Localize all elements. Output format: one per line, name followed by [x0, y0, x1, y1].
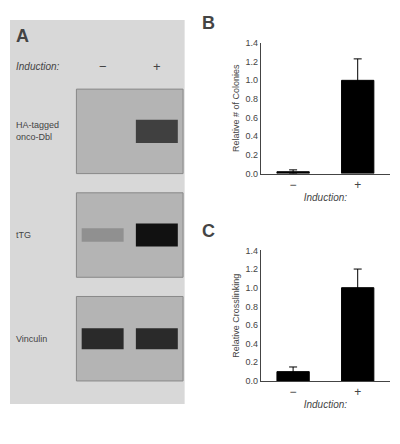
svg-text:0.0: 0.0	[245, 169, 258, 179]
svg-text:0.8: 0.8	[245, 94, 258, 104]
svg-text:Relative Crosslinking: Relative Crosslinking	[231, 274, 241, 358]
svg-text:B: B	[202, 13, 215, 33]
svg-text:Induction:: Induction:	[16, 61, 60, 72]
svg-text:0.4: 0.4	[245, 339, 258, 349]
svg-text:1.0: 1.0	[245, 75, 258, 85]
svg-text:1.0: 1.0	[245, 283, 258, 293]
svg-text:0.0: 0.0	[245, 376, 258, 386]
svg-text:1.4: 1.4	[245, 246, 258, 256]
svg-text:Vinculin: Vinculin	[16, 334, 47, 344]
svg-text:1.4: 1.4	[245, 38, 258, 48]
svg-text:1.2: 1.2	[245, 57, 258, 67]
svg-text:+: +	[153, 59, 161, 74]
svg-text:A: A	[16, 26, 29, 46]
svg-text:−: −	[290, 385, 297, 399]
svg-text:C: C	[202, 221, 215, 241]
svg-text:Induction:: Induction:	[304, 399, 348, 410]
svg-text:+: +	[354, 385, 361, 399]
svg-text:1.2: 1.2	[245, 264, 258, 274]
svg-text:0.2: 0.2	[245, 357, 258, 367]
svg-text:0.6: 0.6	[245, 320, 258, 330]
svg-text:−: −	[99, 59, 107, 74]
svg-text:tTG: tTG	[16, 230, 31, 240]
svg-text:0.6: 0.6	[245, 113, 258, 123]
svg-text:0.4: 0.4	[245, 131, 258, 141]
svg-text:−: −	[290, 178, 297, 192]
svg-text:Induction:: Induction:	[304, 192, 348, 203]
svg-text:0.2: 0.2	[245, 150, 258, 160]
svg-text:+: +	[354, 178, 361, 192]
svg-text:HA-taggedonco-Dbl: HA-taggedonco-Dbl	[16, 120, 59, 142]
svg-text:Relative # of Colonies: Relative # of Colonies	[231, 64, 241, 152]
svg-text:0.8: 0.8	[245, 302, 258, 312]
